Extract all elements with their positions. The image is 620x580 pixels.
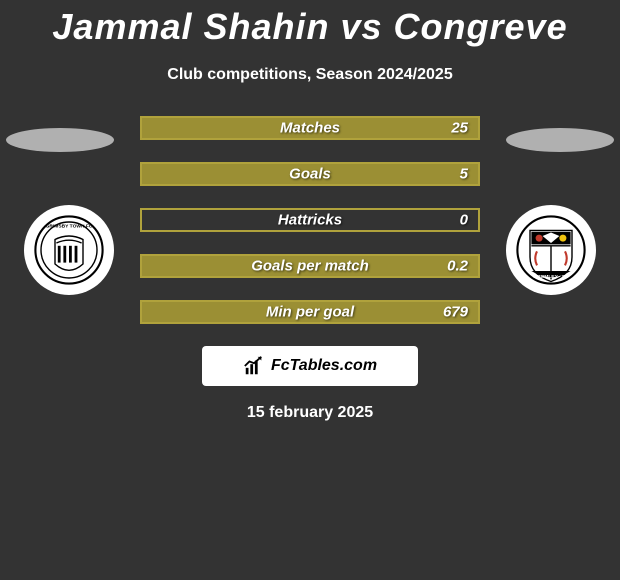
- stat-bar-value: 5: [460, 166, 468, 183]
- svg-text:BROMLEY · FC: BROMLEY · FC: [533, 274, 569, 280]
- stat-bar-value: 679: [443, 304, 468, 321]
- chart-icon: [243, 355, 265, 377]
- stat-bar-label: Goals: [289, 166, 331, 183]
- stat-bar: Hattricks 0: [140, 208, 480, 232]
- watermark: FcTables.com: [202, 346, 418, 386]
- club-logo-left: GRIMSBY TOWN FC: [24, 205, 114, 295]
- stat-bar-label: Matches: [280, 120, 340, 137]
- page-subtitle: Club competitions, Season 2024/2025: [0, 66, 620, 84]
- stat-bar-value: 0.2: [447, 258, 468, 275]
- club-logo-right: BROMLEY · FC: [506, 205, 596, 295]
- stat-bar-value: 25: [451, 120, 468, 137]
- comparison-date: 15 february 2025: [0, 404, 620, 422]
- stat-bar: Goals per match 0.2: [140, 254, 480, 278]
- svg-text:GRIMSBY TOWN FC: GRIMSBY TOWN FC: [46, 224, 93, 230]
- page-title: Jammal Shahin vs Congreve: [0, 0, 620, 48]
- stat-bar: Min per goal 679: [140, 300, 480, 324]
- watermark-text: FcTables.com: [271, 357, 377, 375]
- stat-bar: Matches 25: [140, 116, 480, 140]
- bromley-crest-icon: BROMLEY · FC: [516, 215, 586, 285]
- stat-bar-label: Goals per match: [251, 258, 369, 275]
- stat-bar-label: Min per goal: [266, 304, 354, 321]
- stat-bar: Goals 5: [140, 162, 480, 186]
- stat-bar-value: 0: [460, 212, 468, 229]
- grimsby-crest-icon: GRIMSBY TOWN FC: [34, 215, 104, 285]
- stat-bar-label: Hattricks: [278, 212, 342, 229]
